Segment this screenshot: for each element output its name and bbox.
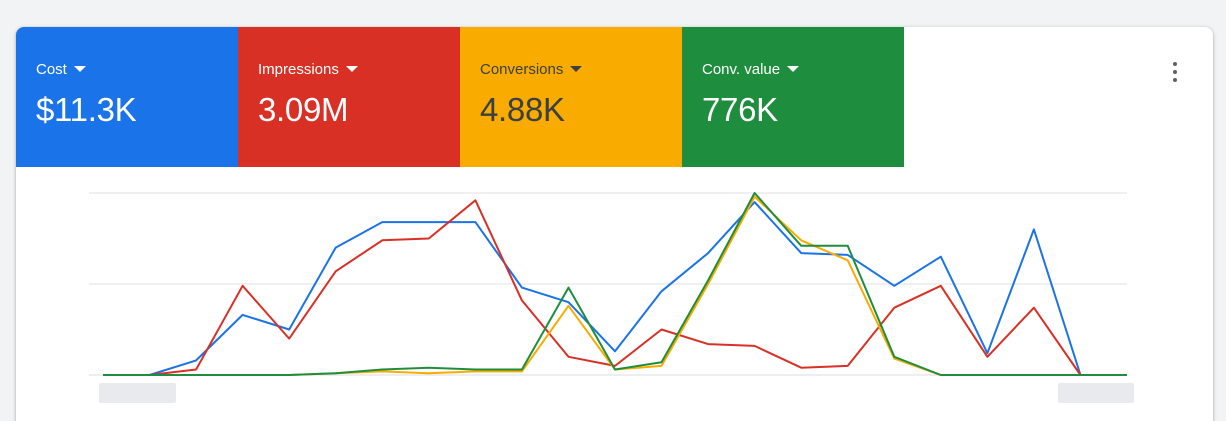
metric-tile-conversions[interactable]: Conversions 4.88K <box>460 27 682 167</box>
metric-label: Impressions <box>258 60 339 78</box>
dropdown-arrow-icon <box>345 66 358 72</box>
series-line-1 <box>103 201 1127 376</box>
performance-card: Cost $11.3K Impressions 3.09M Conversion… <box>16 27 1213 421</box>
more-vert-icon[interactable] <box>1165 60 1185 84</box>
metric-label: Conv. value <box>702 60 781 78</box>
metric-label: Cost <box>36 60 67 78</box>
dropdown-arrow-icon <box>73 66 86 72</box>
metric-tile-conv-value[interactable]: Conv. value 776K <box>682 27 904 167</box>
metric-tile-cost[interactable]: Cost $11.3K <box>16 27 238 167</box>
line-chart <box>89 192 1127 376</box>
series-line-2 <box>103 199 1127 376</box>
metric-tiles: Cost $11.3K Impressions 3.09M Conversion… <box>16 27 904 167</box>
dropdown-arrow-icon <box>570 66 583 72</box>
series-line-3 <box>103 195 1127 376</box>
metric-label: Conversions <box>480 60 564 78</box>
metric-tile-impressions[interactable]: Impressions 3.09M <box>238 27 460 167</box>
metric-value: 776K <box>702 91 778 128</box>
dropdown-arrow-icon <box>787 66 800 72</box>
x-axis-start-label <box>99 383 176 403</box>
series-line-4 <box>103 192 1127 376</box>
metric-value: 4.88K <box>480 91 565 128</box>
x-axis-end-label <box>1058 383 1134 403</box>
metric-value: 3.09M <box>258 91 349 128</box>
metric-value: $11.3K <box>36 91 137 128</box>
